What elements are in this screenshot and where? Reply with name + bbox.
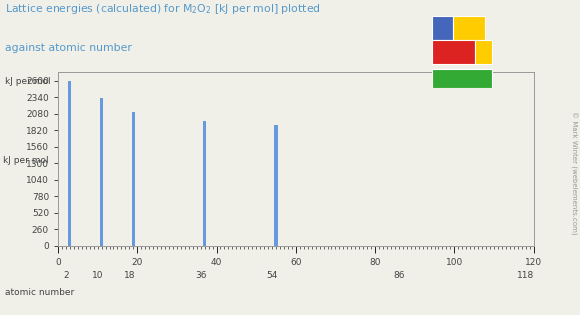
Bar (432, 40, 474, 64)
Bar (132, 112, 135, 246)
Text: against atomic number: against atomic number (5, 43, 132, 53)
Bar (274, 125, 278, 246)
Text: kJ per mol: kJ per mol (3, 156, 49, 165)
Text: © Mark Winter (webelements.com): © Mark Winter (webelements.com) (570, 112, 577, 235)
Bar (474, 40, 492, 64)
Text: atomic number: atomic number (5, 289, 74, 297)
Bar (454, 16, 485, 40)
Bar (432, 16, 454, 40)
Bar (432, 69, 492, 88)
Text: Lattice energies (calculated) for M$_2$O$_2$ [kJ per mol] plotted: Lattice energies (calculated) for M$_2$O… (5, 2, 320, 15)
Text: kJ per mol: kJ per mol (5, 77, 50, 86)
Bar (203, 121, 206, 246)
Bar (68, 81, 71, 246)
Bar (100, 98, 103, 246)
